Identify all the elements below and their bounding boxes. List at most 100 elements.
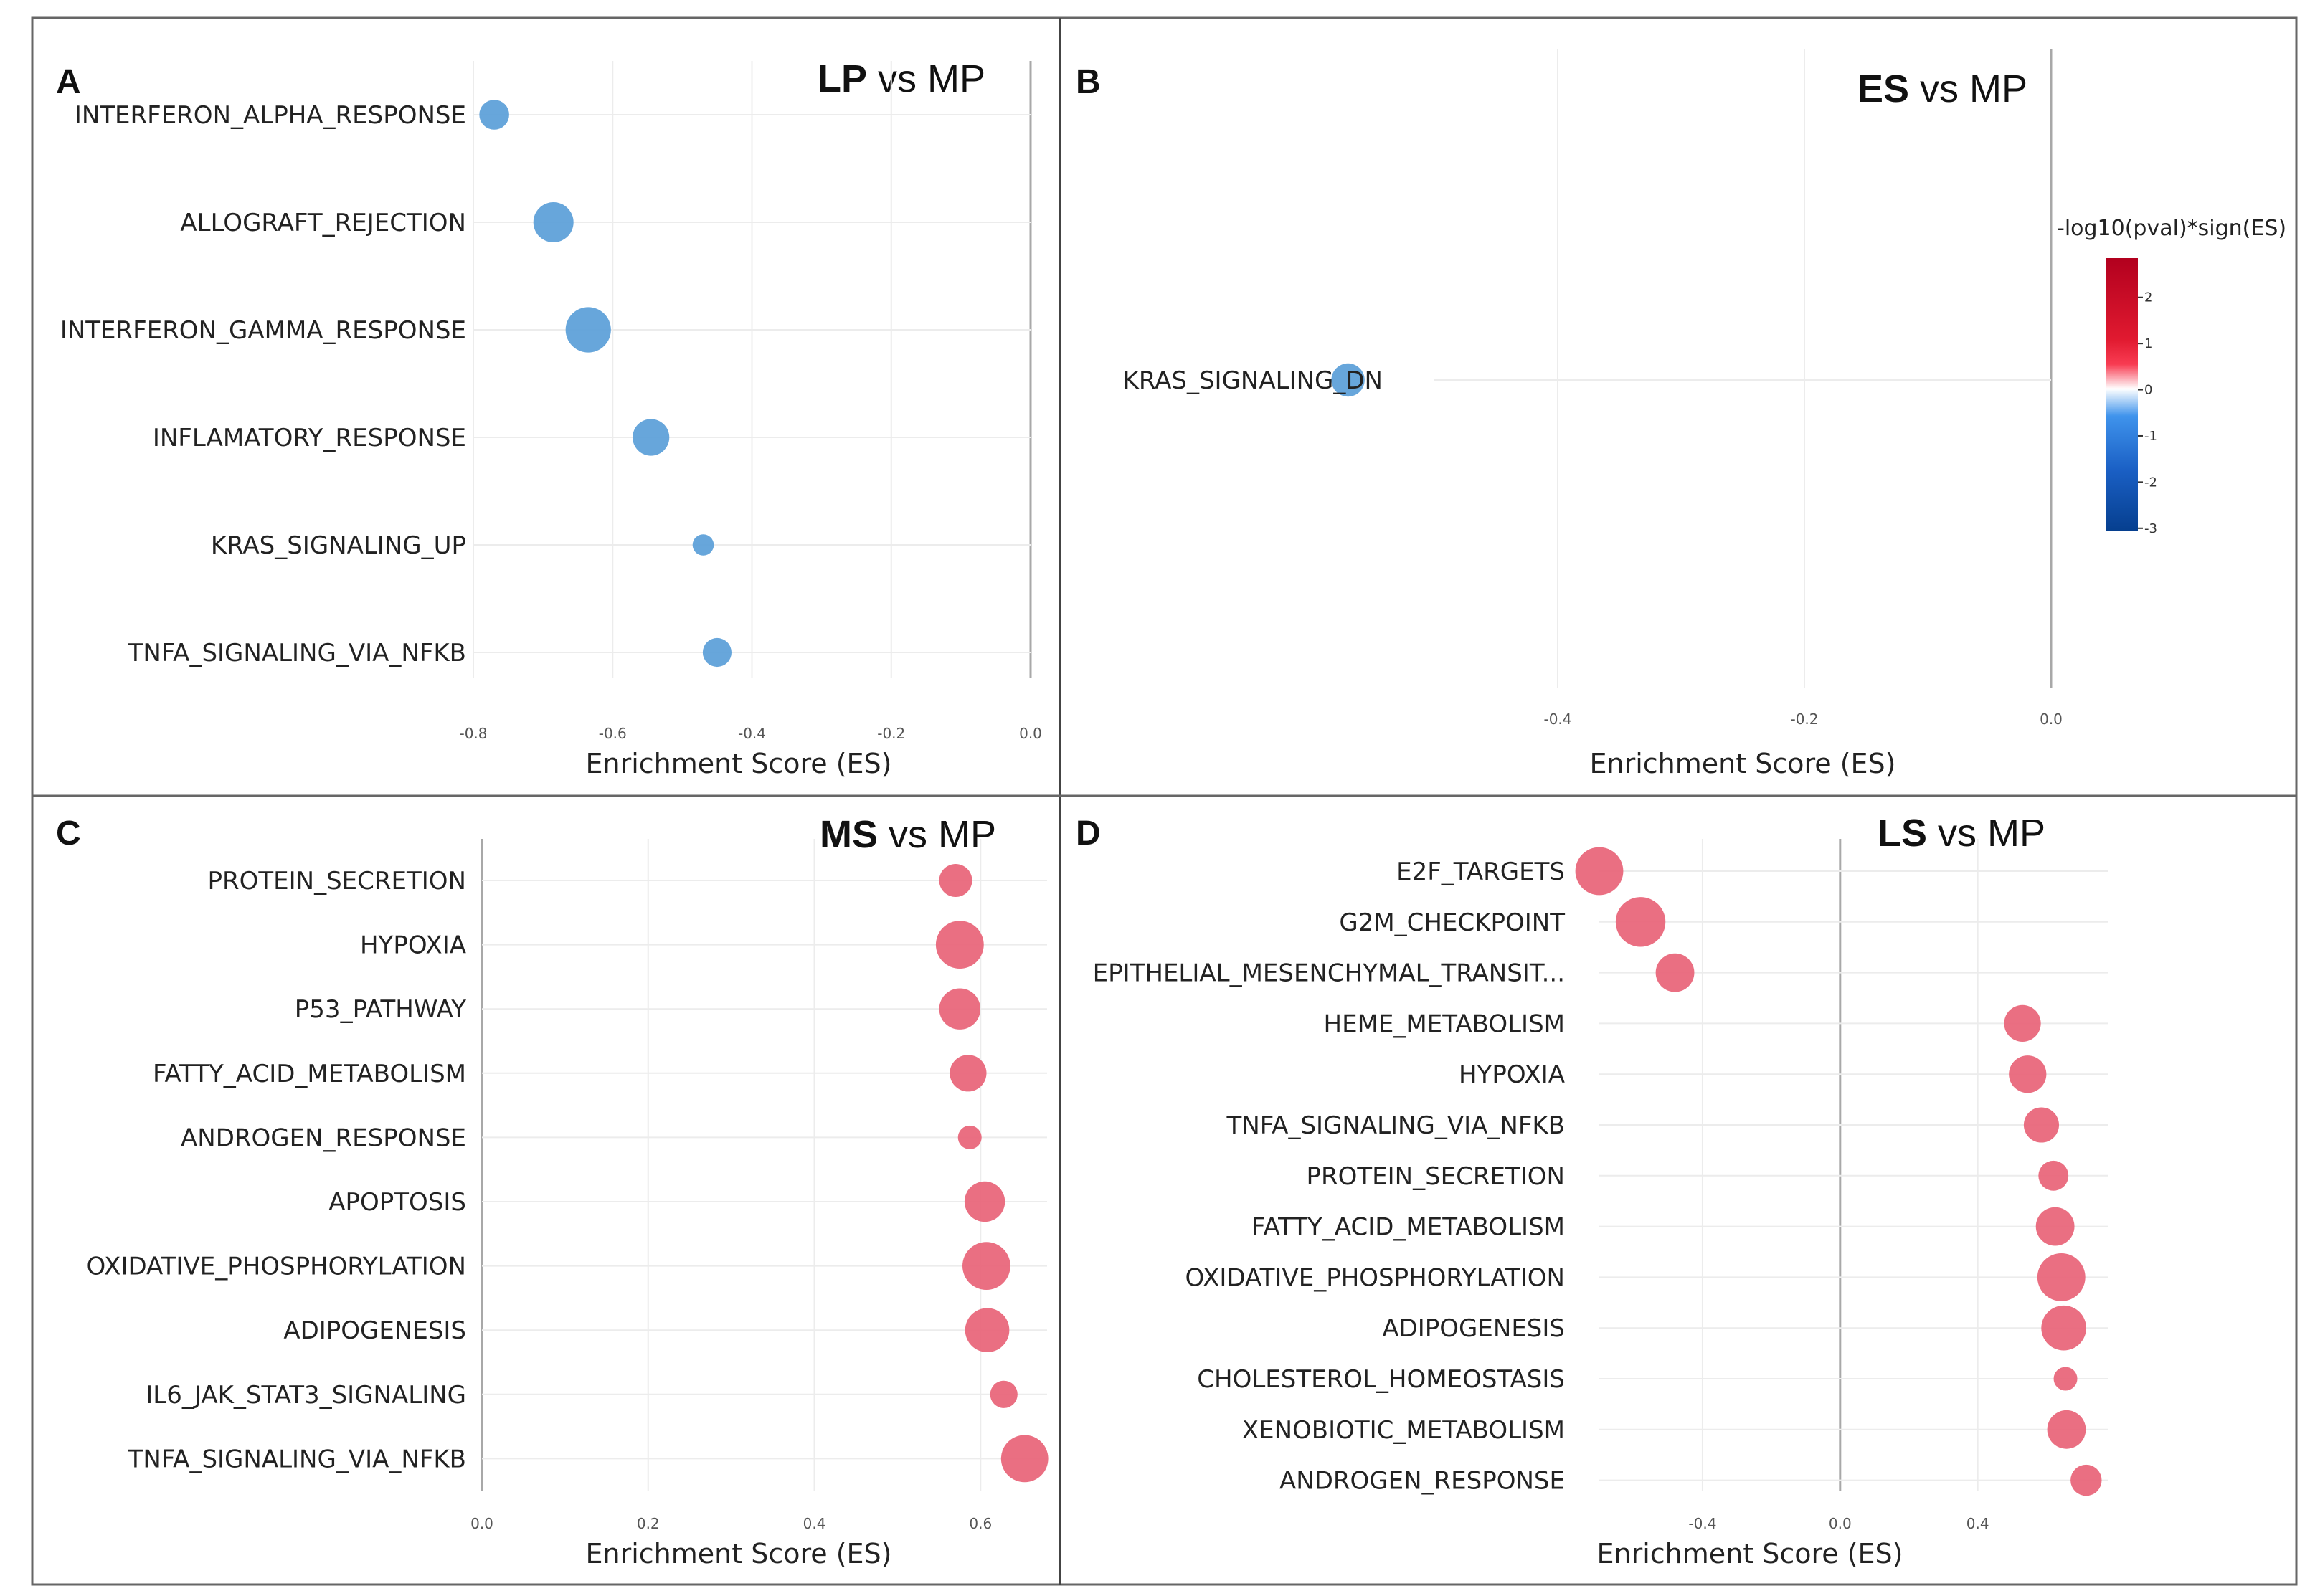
- panel-d-label-oxidative-phosphorylation: OXIDATIVE_PHOSPHORYLATION: [1185, 1263, 1565, 1292]
- panel-frames: [31, 16, 2298, 1586]
- legend-tick-label: -3: [2144, 521, 2157, 536]
- panel-b-axis-title: Enrichment Score (ES): [1590, 748, 1896, 779]
- panel-a-letter: A: [56, 63, 81, 101]
- panel-d-point-e2f-targets: [1575, 847, 1624, 896]
- panel-d-ticks: -0.4 0.0 0.4: [1688, 1515, 1989, 1532]
- panel-d-point-tnfa-signaling-via-nfkb: [2023, 1107, 2060, 1143]
- panel-a-title: LP vs MP: [818, 57, 985, 100]
- panel-a-label-interferon-alpha-response: INTERFERON_ALPHA_RESPONSE: [75, 101, 466, 130]
- outer-frame: [31, 16, 2298, 1586]
- panel-b-title-bold: ES: [1857, 67, 1909, 110]
- panel-c-labels: PROTEIN_SECRETION HYPOXIA P53_PATHWAY FATTY…: [87, 867, 467, 1473]
- panel-b-points: [1331, 363, 1365, 397]
- panel-a-points: [479, 100, 732, 668]
- panel-a-x-tick-3: -0.2: [877, 725, 905, 742]
- panel-d-title-rest: vs MP: [1927, 812, 2045, 855]
- panel-c-title-bold: MS: [820, 813, 878, 856]
- panel-a-point-inflamatory-response: [633, 419, 670, 456]
- panel-d-label-hypoxia: HYPOXIA: [1459, 1060, 1565, 1089]
- panel-d-point-epithelial-mesenchymal-transit: [1655, 953, 1695, 992]
- panel-b-title: ES vs MP: [1857, 67, 2027, 110]
- panel-c-x-tick-0: 0.0: [470, 1515, 493, 1532]
- panel-a-labels: INTERFERON_ALPHA_RESPONSE ALLOGRAFT_REJEC…: [60, 101, 466, 668]
- panel-a-label-tnfa-signaling-via-nfkb: TNFA_SIGNALING_VIA_NFKB: [128, 639, 466, 668]
- panel-c-axis-title: Enrichment Score (ES): [586, 1538, 892, 1569]
- panel-c-label-adipogenesis: ADIPOGENESIS: [283, 1316, 466, 1345]
- panel-c-label-p53-pathway: P53_PATHWAY: [295, 995, 466, 1024]
- panel-c-point-apoptosis: [964, 1181, 1005, 1222]
- panel-c-x-tick-2: 0.4: [803, 1515, 826, 1532]
- panel-a-label-allograft-rejection: ALLOGRAFT_REJECTION: [180, 209, 466, 237]
- panel-c-label-oxidative-phosphorylation: OXIDATIVE_PHOSPHORYLATION: [87, 1253, 466, 1281]
- panel-c-point-p53-pathway: [939, 988, 981, 1030]
- panel-a-point-tnfa-signaling-via-nfkb: [702, 637, 732, 668]
- panel-a-point-allograft-rejection: [533, 202, 574, 242]
- panel-b-grid: [1434, 49, 2053, 688]
- panel-d-x-tick-1: 0.0: [1829, 1515, 1852, 1532]
- panel-d-label-cholesterol-homeostasis: CHOLESTEROL_HOMEOSTASIS: [1197, 1365, 1565, 1394]
- panel-c-label-hypoxia: HYPOXIA: [360, 931, 466, 960]
- panel-a: A LP vs MP INTERFERON_ALPHA_RESPONSE ALLO…: [56, 57, 1042, 779]
- panel-d-label-fatty-acid-metabolism: FATTY_ACID_METABOLISM: [1251, 1213, 1565, 1242]
- legend-ticks: 2 1 0 -1 -2 -3: [2138, 290, 2157, 536]
- panel-d-letter: D: [1076, 814, 1101, 852]
- panel-a-point-interferon-alpha-response: [479, 100, 509, 130]
- panel-d-points: [1575, 847, 2102, 1496]
- panel-c-ticks: 0.0 0.2 0.4 0.6: [470, 1515, 992, 1532]
- panel-d-axis-title: Enrichment Score (ES): [1597, 1538, 1903, 1569]
- panel-d-label-g2m-checkpoint: G2M_CHECKPOINT: [1339, 908, 1565, 937]
- panel-c: C MS vs MP PROTEIN_SECRETION HYPOXIA P53_P…: [56, 813, 1049, 1569]
- panel-c-point-tnfa-signaling-via-nfkb: [1000, 1435, 1049, 1483]
- legend-tick-label: -2: [2144, 475, 2157, 490]
- panel-a-x-tick-2: -0.4: [738, 725, 766, 742]
- panel-a-title-rest: vs MP: [867, 57, 985, 100]
- panel-b-ticks: -0.4 -0.2 0.0: [1543, 711, 2062, 728]
- panel-c-label-apoptosis: APOPTOSIS: [328, 1188, 466, 1217]
- panel-d-title-bold: LS: [1878, 812, 1927, 855]
- panel-c-label-androgen-response: ANDROGEN_RESPONSE: [181, 1124, 466, 1152]
- panel-d-point-protein-secretion: [2038, 1160, 2069, 1191]
- panel-d-grid: [1599, 839, 2108, 1491]
- panel-c-point-adipogenesis: [965, 1308, 1010, 1352]
- panel-c-letter: C: [56, 814, 81, 852]
- panel-d-x-tick-0: -0.4: [1688, 1515, 1716, 1532]
- panel-a-x-tick-4: 0.0: [1019, 725, 1042, 742]
- panel-c-label-fatty-acid-metabolism: FATTY_ACID_METABOLISM: [153, 1060, 466, 1088]
- panel-d-labels: E2F_TARGETS G2M_CHECKPOINT EPITHELIAL_MESE…: [1093, 858, 1566, 1496]
- panel-c-label-il6-jak-stat3-signaling: IL6_JAK_STAT3_SIGNALING: [146, 1381, 466, 1410]
- panel-a-title-bold: LP: [818, 57, 867, 100]
- panel-b-label-kras-signaling-dn: KRAS_SIGNALING_DN: [1123, 366, 1383, 395]
- panel-d-label-tnfa-signaling-via-nfkb: TNFA_SIGNALING_VIA_NFKB: [1226, 1111, 1565, 1140]
- color-legend: -log10(pval)*sign(ES) 2 1 0 -1 -2 -3: [2057, 216, 2286, 536]
- panel-d-label-e2f-targets: E2F_TARGETS: [1396, 858, 1565, 886]
- panel-d-point-adipogenesis: [2041, 1305, 2086, 1351]
- panel-d-title: LS vs MP: [1878, 812, 2045, 855]
- panel-c-point-oxidative-phosphorylation: [962, 1242, 1010, 1290]
- panel-c-point-fatty-acid-metabolism: [950, 1055, 987, 1092]
- panel-d-point-xenobiotic-metabolism: [2047, 1410, 2086, 1449]
- panel-d-label-adipogenesis: ADIPOGENESIS: [1382, 1314, 1565, 1343]
- panel-c-title: MS vs MP: [820, 813, 996, 856]
- panel-c-label-tnfa-signaling-via-nfkb: TNFA_SIGNALING_VIA_NFKB: [128, 1445, 466, 1473]
- panel-d-label-xenobiotic-metabolism: XENOBIOTIC_METABOLISM: [1242, 1416, 1565, 1445]
- panel-b: B ES vs MP KRAS_SIGNALING_DN -0.4 -0.2 0.0…: [1076, 49, 2286, 779]
- panel-a-point-kras-signaling-up: [692, 534, 714, 556]
- legend-title: -log10(pval)*sign(ES): [2057, 216, 2286, 241]
- legend-tick-label: -1: [2144, 429, 2157, 444]
- panel-d-point-oxidative-phosphorylation: [2037, 1253, 2086, 1301]
- panel-a-point-interferon-gamma-response: [565, 307, 611, 353]
- panel-a-label-kras-signaling-up: KRAS_SIGNALING_UP: [211, 531, 466, 560]
- panel-d-label-androgen-response: ANDROGEN_RESPONSE: [1279, 1467, 1565, 1496]
- panel-b-labels: KRAS_SIGNALING_DN: [1123, 366, 1383, 395]
- panel-d-label-epithelial-mesenchymal-transit: EPITHELIAL_MESENCHYMAL_TRANSIT...: [1093, 959, 1565, 988]
- panel-a-label-interferon-gamma-response: INTERFERON_GAMMA_RESPONSE: [60, 316, 466, 345]
- panel-c-point-il6-jak-stat3-signaling: [990, 1380, 1018, 1408]
- legend-tick-label: 1: [2144, 336, 2152, 351]
- panel-b-title-rest: vs MP: [1909, 67, 2027, 110]
- panel-a-ticks: -0.8 -0.6 -0.4 -0.2 0.0: [459, 725, 1041, 742]
- panel-c-x-tick-3: 0.6: [969, 1515, 992, 1532]
- panel-c-title-rest: vs MP: [878, 813, 996, 856]
- panel-c-points: [935, 864, 1049, 1483]
- panel-d-point-hypoxia: [2009, 1055, 2047, 1093]
